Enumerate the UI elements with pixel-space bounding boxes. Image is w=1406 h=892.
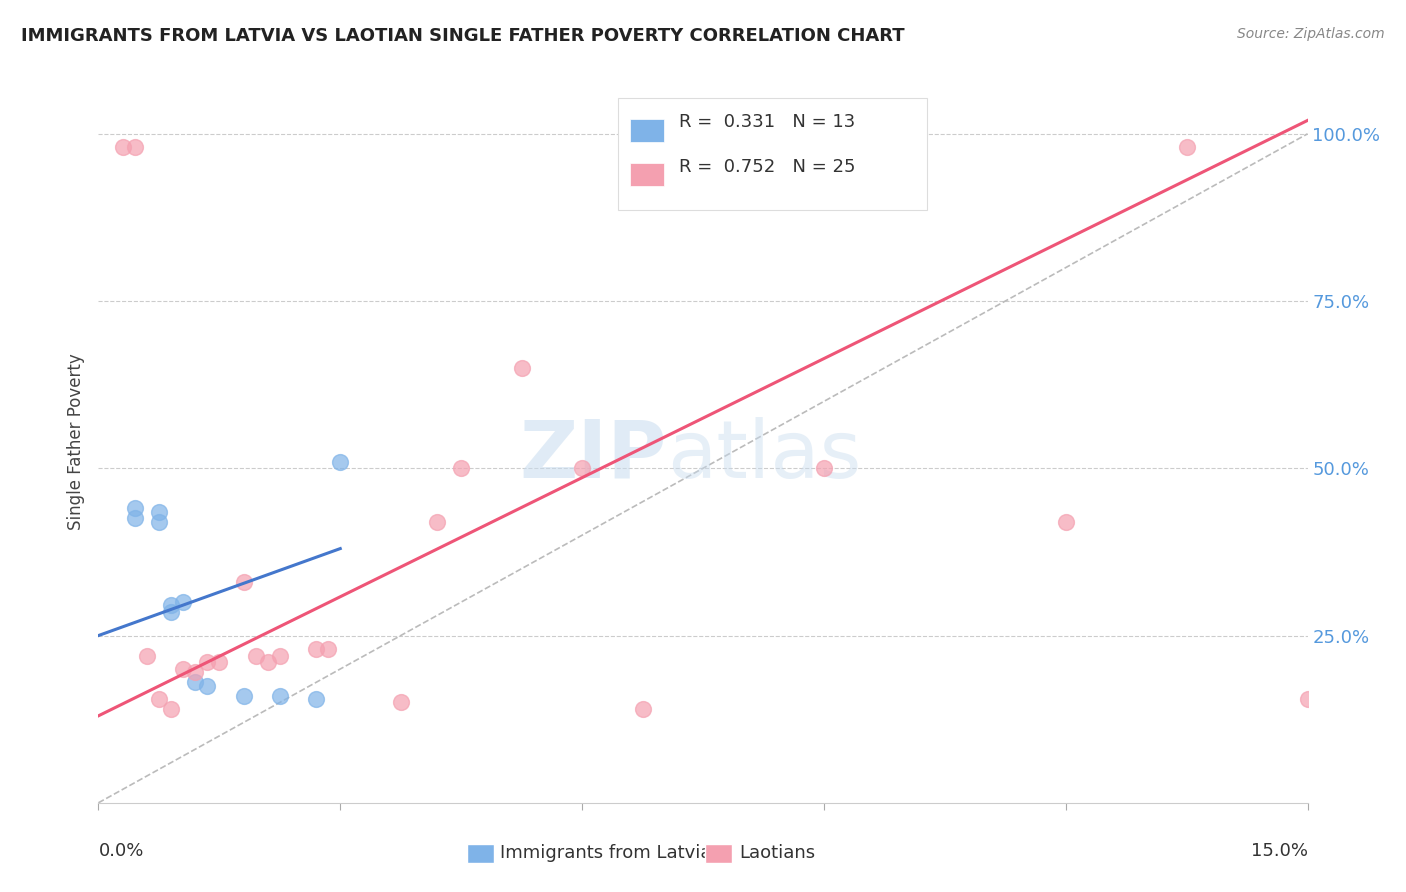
Point	[269, 648, 291, 663]
Point	[148, 515, 170, 529]
Point	[148, 692, 170, 706]
Text: 15.0%: 15.0%	[1250, 842, 1308, 860]
Point	[245, 648, 267, 663]
Point	[172, 595, 194, 609]
Point	[172, 662, 194, 676]
Text: IMMIGRANTS FROM LATVIA VS LAOTIAN SINGLE FATHER POVERTY CORRELATION CHART: IMMIGRANTS FROM LATVIA VS LAOTIAN SINGLE…	[21, 27, 904, 45]
FancyBboxPatch shape	[630, 163, 664, 186]
Text: Immigrants from Latvia: Immigrants from Latvia	[501, 845, 711, 863]
Text: Source: ZipAtlas.com: Source: ZipAtlas.com	[1237, 27, 1385, 41]
Point	[305, 642, 328, 657]
Text: R =  0.752   N = 25: R = 0.752 N = 25	[679, 158, 855, 176]
Point	[1175, 140, 1198, 154]
Point	[256, 655, 278, 669]
Y-axis label: Single Father Poverty: Single Father Poverty	[66, 353, 84, 530]
Point	[160, 599, 183, 613]
Text: ZIP: ZIP	[519, 417, 666, 495]
Point	[389, 696, 412, 710]
Point	[160, 702, 183, 716]
Point	[510, 361, 533, 376]
Point	[571, 461, 593, 475]
Point	[135, 648, 157, 663]
Point	[124, 501, 146, 516]
Point	[184, 665, 207, 680]
Text: R =  0.331   N = 13: R = 0.331 N = 13	[679, 113, 855, 131]
FancyBboxPatch shape	[619, 98, 927, 211]
Point	[232, 689, 254, 703]
Point	[124, 511, 146, 525]
Point	[124, 140, 146, 154]
Text: Laotians: Laotians	[740, 845, 815, 863]
Text: atlas: atlas	[666, 417, 860, 495]
FancyBboxPatch shape	[630, 119, 664, 142]
Point	[1054, 515, 1077, 529]
Point	[160, 605, 183, 619]
Point	[208, 655, 231, 669]
Point	[426, 515, 449, 529]
FancyBboxPatch shape	[467, 844, 494, 863]
Point	[329, 455, 352, 469]
Point	[148, 505, 170, 519]
Point	[305, 692, 328, 706]
Point	[1296, 692, 1319, 706]
Point	[316, 642, 339, 657]
Point	[184, 675, 207, 690]
FancyBboxPatch shape	[706, 844, 733, 863]
Point	[195, 655, 218, 669]
Point	[269, 689, 291, 703]
Point	[813, 461, 835, 475]
Text: 0.0%: 0.0%	[98, 842, 143, 860]
Point	[232, 575, 254, 590]
Point	[631, 702, 654, 716]
Point	[111, 140, 134, 154]
Point	[195, 679, 218, 693]
Point	[450, 461, 472, 475]
